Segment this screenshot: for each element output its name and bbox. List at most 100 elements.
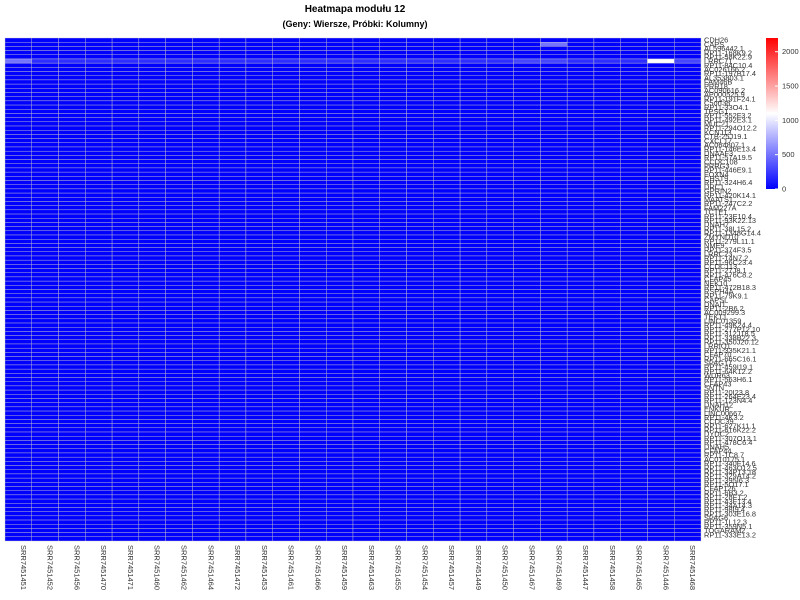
heatmap-cell: [192, 419, 220, 424]
heatmap-cell: [245, 176, 273, 181]
heatmap-cell: [165, 427, 193, 433]
heatmap-cell: [352, 285, 380, 290]
heatmap-cell: [218, 423, 247, 429]
heatmap-cell: [352, 226, 380, 232]
heatmap-cell: [406, 138, 434, 143]
heatmap-cell: [4, 100, 32, 106]
heatmap-cell: [352, 167, 380, 173]
heatmap-cell: [138, 138, 166, 143]
heatmap-cell: [58, 423, 86, 429]
heatmap-cell: [245, 297, 273, 303]
heatmap-cell: [406, 339, 434, 345]
heatmap-cell: [218, 528, 247, 533]
heatmap-cell: [433, 339, 461, 345]
heatmap-cell: [513, 67, 541, 72]
heatmap-cell: [111, 259, 140, 265]
heatmap-cell: [593, 62, 621, 68]
heatmap-cell: [620, 448, 648, 454]
heatmap-cell: [111, 465, 140, 470]
heatmap-cell: [299, 88, 327, 93]
heatmap-cell: [566, 339, 595, 345]
heatmap-cell: [138, 201, 166, 206]
heatmap-cell: [647, 415, 675, 420]
heatmap-cell: [4, 104, 32, 110]
heatmap-cell: [647, 109, 675, 114]
heatmap-cell: [593, 230, 621, 236]
heatmap-cell: [593, 368, 621, 374]
heatmap-cell: [192, 406, 220, 412]
heatmap-cell: [299, 511, 327, 517]
heatmap-cell: [486, 201, 514, 206]
heatmap-cell: [540, 289, 568, 294]
heatmap-cell: [566, 88, 595, 93]
heatmap-cell: [674, 201, 702, 206]
heatmap-cell: [513, 352, 541, 357]
heatmap-cell: [459, 473, 488, 479]
heatmap-cell: [566, 494, 595, 500]
heatmap-cell: [352, 394, 380, 399]
heatmap-cell: [379, 444, 407, 449]
heatmap-cell: [165, 327, 193, 332]
heatmap-cell: [299, 83, 327, 89]
heatmap-cell: [4, 247, 32, 252]
heatmap-cell: [647, 477, 675, 483]
heatmap-cell: [326, 347, 354, 353]
heatmap-cell: [138, 427, 166, 433]
heatmap-cell: [326, 297, 354, 303]
heatmap-cell: [245, 440, 273, 445]
heatmap-cell: [433, 113, 461, 118]
heatmap-cell: [58, 427, 86, 433]
heatmap-cell: [566, 192, 595, 198]
heatmap-cell: [85, 528, 113, 533]
heatmap-cell: [459, 532, 488, 538]
heatmap-cell: [4, 469, 32, 475]
heatmap-cell: [4, 490, 32, 496]
heatmap-cell: [138, 524, 166, 529]
heatmap-cell: [218, 289, 247, 294]
heatmap-cell: [4, 113, 32, 118]
heatmap-cell: [379, 461, 407, 466]
heatmap-cell: [620, 444, 648, 449]
heatmap-cell: [566, 234, 595, 240]
heatmap-cell: [486, 92, 514, 97]
heatmap-cell: [379, 498, 407, 504]
heatmap-cell: [138, 289, 166, 294]
heatmap-cell: [540, 511, 568, 517]
heatmap-cell: [406, 134, 434, 139]
heatmap-cell: [593, 524, 621, 529]
row-label: SPAG17: [704, 358, 732, 367]
heatmap-cell: [326, 146, 354, 152]
heatmap-cell: [218, 507, 247, 512]
heatmap-cell: [593, 427, 621, 433]
heatmap-cell: [165, 335, 193, 340]
colorbar-tick-label: 500: [782, 150, 795, 159]
heatmap-cell: [540, 297, 568, 303]
heatmap-cell: [272, 276, 300, 282]
heatmap-cell: [299, 419, 327, 424]
heatmap-cell: [85, 427, 113, 433]
heatmap-cell: [4, 528, 32, 533]
heatmap-cell: [245, 427, 273, 433]
heatmap-cell: [85, 201, 113, 206]
heatmap-cell: [433, 255, 461, 261]
heatmap-cell: [299, 113, 327, 118]
heatmap-cell: [674, 163, 702, 169]
heatmap-cell: [58, 176, 86, 181]
heatmap-cell: [566, 515, 595, 521]
heatmap-cell: [486, 259, 514, 265]
heatmap-cell: [486, 197, 514, 202]
heatmap-cell: [379, 37, 407, 43]
heatmap-cell: [111, 163, 140, 169]
heatmap-cell: [406, 96, 434, 102]
heatmap-cell: [379, 465, 407, 470]
heatmap-cell: [165, 146, 193, 152]
heatmap-cell: [593, 255, 621, 261]
heatmap-cell: [31, 37, 59, 43]
heatmap-cell: [513, 385, 541, 391]
heatmap-cell: [58, 482, 86, 487]
heatmap-cell: [192, 394, 220, 399]
heatmap-cell: [433, 259, 461, 265]
heatmap-cell: [620, 410, 648, 416]
heatmap-cell: [272, 293, 300, 299]
heatmap-cell: [379, 327, 407, 332]
